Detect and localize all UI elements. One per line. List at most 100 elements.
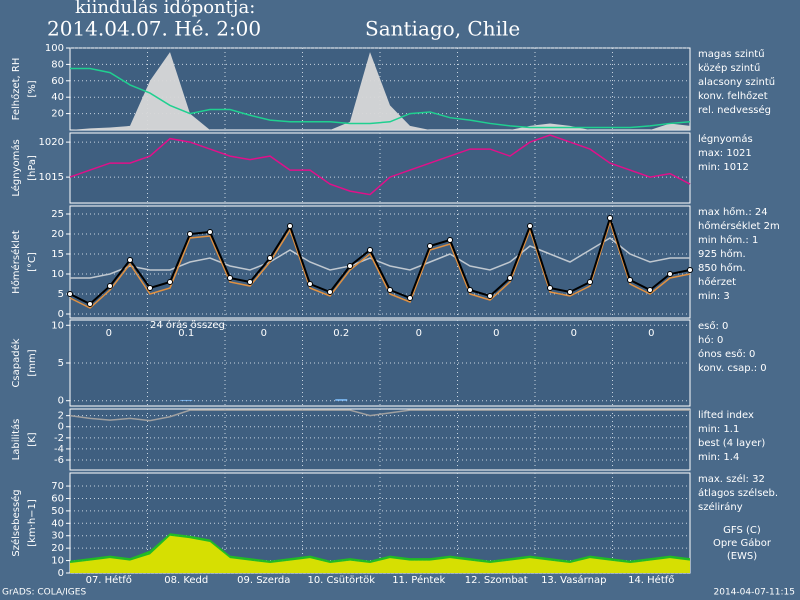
line [70, 237, 690, 279]
point [547, 285, 553, 291]
legend-entry: min: 1.4 [698, 452, 739, 463]
footer-right: 2014-04-07-11:15 [714, 588, 796, 598]
y-tick-label: -2 [54, 433, 64, 444]
y-tick-label: 40 [51, 92, 64, 103]
legend-entry: rel. nedvesség [698, 104, 771, 116]
data-label: 0 [106, 328, 112, 339]
line [69, 219, 691, 309]
point [347, 263, 353, 269]
legend-entry: közép szintű [698, 62, 760, 74]
point [407, 295, 413, 301]
data-label: 0 [571, 328, 577, 339]
point [627, 277, 633, 283]
line [70, 67, 691, 129]
credit: Opre Gábor [713, 537, 772, 549]
y-tick-label: 60 [51, 493, 64, 504]
header-run: 2014.04.07. Hé. 2:00 [47, 17, 261, 41]
point [207, 229, 213, 235]
x-tick-label: 09. Szerda [237, 575, 290, 586]
y-tick-label: 1020 [39, 137, 64, 148]
y-tick-label: 60 [51, 76, 64, 87]
x-tick-label: 13. Vasárnap [541, 574, 606, 586]
y-tick-label: 0 [58, 568, 64, 579]
legend-entry: légnyomás [698, 133, 753, 145]
legend-entry: min: 3 [698, 291, 730, 302]
point [107, 283, 113, 289]
credit: GFS (C) [723, 525, 761, 536]
y-tick-label: 70 [51, 481, 64, 492]
line [69, 409, 690, 422]
y-tick-label: 15 [51, 249, 64, 260]
panel [69, 132, 691, 204]
x-tick-label: 14. Hétfő [628, 574, 674, 586]
x-tick-label: 10. Csütörtök [307, 575, 375, 586]
annotation: 24 órás összeg [150, 319, 225, 331]
legend-entry: konv. csap.: 0 [698, 363, 767, 374]
line [69, 134, 691, 196]
point [227, 275, 233, 281]
point [487, 293, 493, 299]
legend-entry: min hőm.: 1 [698, 234, 758, 246]
legend-entry: magas szintű [698, 48, 765, 60]
legend-entry: min: 1.1 [698, 424, 739, 435]
point [647, 287, 653, 293]
y-axis-label: Csapadék [10, 338, 22, 387]
point [667, 271, 673, 277]
y-tick-label: -4 [54, 444, 64, 455]
y-axis-label: [K] [27, 432, 38, 446]
y-axis-label: Hőmérséklet [10, 230, 22, 294]
y-tick-label: 0 [58, 422, 64, 433]
point [367, 247, 373, 253]
legend-entry: lifted index [698, 410, 754, 421]
header-place: Santiago, Chile [365, 17, 520, 41]
point [327, 289, 333, 295]
y-axis-label: [hPa] [27, 155, 38, 181]
point [607, 215, 613, 221]
point [427, 243, 433, 249]
point [687, 267, 693, 273]
legend-entry: best (4 layer) [698, 438, 765, 449]
point [87, 301, 93, 307]
y-tick-label: 5 [58, 289, 64, 300]
y-tick-label: 20 [51, 543, 64, 554]
y-axis-label: [mm] [27, 349, 38, 376]
data-label: 0 [493, 328, 499, 339]
y-axis-label: [km·h−1] [27, 499, 38, 547]
y-tick-label: 100 [45, 43, 64, 54]
area [70, 535, 690, 573]
legend-entry: alacsony szintű [698, 76, 775, 88]
credit: (EWS) [727, 551, 757, 562]
y-axis-label: [%] [27, 80, 38, 97]
x-tick-label: 08. Kedd [164, 575, 208, 586]
data-label: 0 [261, 328, 267, 339]
area [70, 52, 690, 130]
y-tick-label: 20 [51, 109, 64, 120]
data-label: 0 [416, 328, 422, 339]
point [527, 223, 533, 229]
point [167, 279, 173, 285]
y-tick-label: 10 [51, 556, 64, 567]
x-tick-label: 12. Szombat [465, 575, 528, 586]
footer-left: GrADS: COLA/IGES [2, 588, 86, 598]
point [267, 255, 273, 261]
y-axis-label: Felhőzet, RH [10, 58, 22, 121]
y-tick-label: 2 [58, 411, 64, 422]
bar [335, 399, 348, 401]
legend-entry: hőmérséklet 2m [698, 220, 780, 232]
y-tick-label: 5 [58, 358, 64, 369]
data-label: 0 [648, 328, 654, 339]
legend-entry: hőérzet [698, 276, 736, 288]
y-axis-label: Légnyomás [10, 139, 22, 196]
y-tick-label: 20 [51, 229, 64, 240]
point [67, 291, 73, 297]
y-tick-label: 40 [51, 518, 64, 529]
y-tick-label: 25 [51, 209, 64, 220]
point [307, 281, 313, 287]
y-tick-label: 50 [51, 506, 64, 517]
point [247, 279, 253, 285]
y-axis-label: Szélsebesség [10, 489, 22, 556]
point [567, 289, 573, 295]
legend-entry: 850 hőm. [698, 262, 746, 274]
point [187, 231, 193, 237]
legend-entry: átlagos szélseb. [698, 487, 778, 499]
